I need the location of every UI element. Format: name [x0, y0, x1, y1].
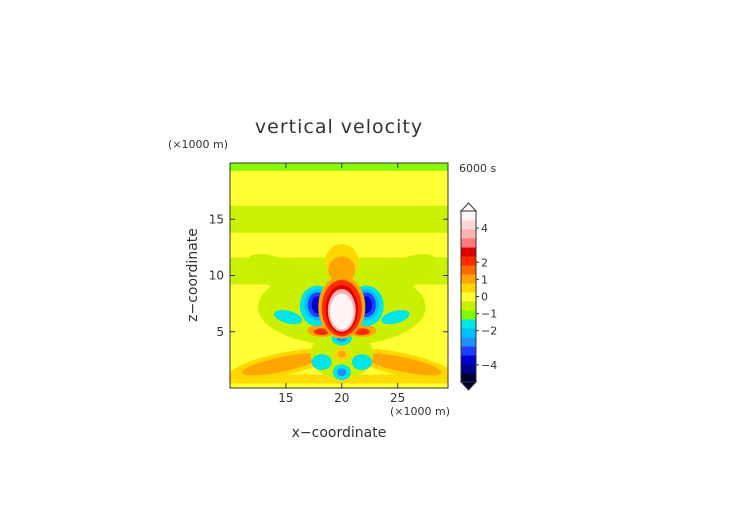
- colorbar-segment: [461, 364, 476, 374]
- lower-center-core: [337, 368, 347, 377]
- colorbar-segment: [461, 283, 476, 293]
- colorbar-segment: [461, 220, 476, 230]
- colorbar-tick-label: 4: [481, 222, 488, 235]
- colorbar-extend-bottom: [459, 381, 478, 391]
- lower-center-up-core: [337, 350, 346, 358]
- lobe-left: [242, 353, 321, 376]
- colorbar-segment: [461, 328, 476, 338]
- flank-right-core: [354, 328, 370, 336]
- colorbar-segment: [461, 319, 476, 329]
- colorbar-segment: [461, 274, 476, 284]
- lower-left-down: [311, 354, 332, 370]
- chart-title: vertical velocity: [255, 116, 423, 138]
- colorbar-segment: [461, 337, 476, 347]
- y-tick-label: 10: [209, 269, 224, 283]
- flank-left-core: [313, 328, 330, 336]
- colorbar: 4 2 1 0 −1 −2 −4: [459, 202, 497, 391]
- y-axis: 5 10 15: [209, 212, 448, 339]
- x-tick-label: 15: [278, 391, 293, 405]
- band-top: [230, 163, 448, 171]
- lower-right-down: [351, 354, 372, 370]
- colorbar-segment: [461, 301, 476, 311]
- time-label: 6000 s: [459, 162, 496, 175]
- x-unit-label: (×1000 m): [390, 405, 450, 418]
- colorbar-segment: [461, 355, 476, 365]
- x-tick-label: 25: [390, 391, 405, 405]
- colorbar-tick-label: −2: [481, 325, 497, 338]
- wing-right: [381, 310, 410, 325]
- x-axis: 15 20 25: [278, 163, 405, 405]
- y-tick-label: 5: [216, 325, 224, 339]
- colorbar-segment: [461, 292, 476, 302]
- colorbar-tick-label: 1: [481, 273, 488, 286]
- region-top-plume-core: [328, 256, 356, 284]
- colorbar-segment: [461, 229, 476, 239]
- colorbar-segment: [461, 211, 476, 221]
- band-upper: [230, 205, 448, 233]
- x-axis-label: x−coordinate: [292, 425, 387, 441]
- colorbar-tick-label: −4: [481, 359, 497, 372]
- colorbar-segment: [461, 238, 476, 248]
- colorbar-tick-label: 0: [481, 291, 488, 304]
- y-axis-label: z−coordinate: [185, 228, 201, 322]
- colorbar-tick-label: −1: [481, 308, 497, 321]
- colorbar-tick-label: 2: [481, 256, 488, 269]
- colorbar-segment: [461, 346, 476, 356]
- colorbar-segment: [461, 310, 476, 320]
- x-tick-label: 20: [334, 391, 349, 405]
- y-unit-label: (×1000 m): [168, 138, 228, 151]
- colorbar-segment: [461, 373, 476, 383]
- y-tick-label: 15: [209, 212, 224, 226]
- colorbar-segment: [461, 256, 476, 266]
- wing-left: [274, 310, 303, 325]
- lobe-right: [362, 353, 442, 376]
- velocity-field: [230, 163, 448, 388]
- colorbar-segment: [461, 247, 476, 257]
- colorbar-extend-top: [459, 202, 478, 212]
- updraft-core: [330, 293, 354, 330]
- colorbar-segment: [461, 265, 476, 275]
